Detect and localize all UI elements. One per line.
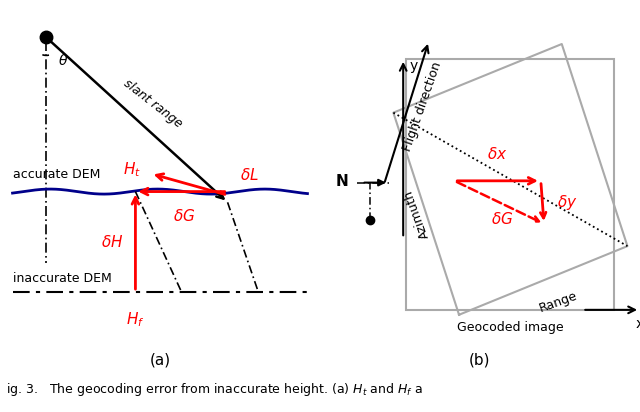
Text: $H_f$: $H_f$ <box>126 310 145 328</box>
Bar <box>406 59 614 310</box>
Text: $\delta G$: $\delta G$ <box>173 208 196 224</box>
Text: slant range: slant range <box>122 77 185 131</box>
Text: ig. 3.   The geocoding error from inaccurate height. (a) $H_t$ and $H_f$ a: ig. 3. The geocoding error from inaccura… <box>6 381 423 398</box>
Text: Azimuth: Azimuth <box>402 187 431 240</box>
Text: y: y <box>410 59 418 73</box>
Text: (a): (a) <box>149 352 171 367</box>
Text: $\delta G$: $\delta G$ <box>492 211 513 227</box>
Text: $\delta H$: $\delta H$ <box>100 234 123 250</box>
Text: $H_t$: $H_t$ <box>124 160 141 179</box>
Text: inaccurate DEM: inaccurate DEM <box>13 272 111 285</box>
Text: x: x <box>636 317 640 331</box>
Text: Range: Range <box>537 289 579 315</box>
Text: Geocoded image: Geocoded image <box>457 321 564 335</box>
Text: $\delta y$: $\delta y$ <box>557 193 577 212</box>
Text: $\theta$: $\theta$ <box>58 53 68 68</box>
Text: (b): (b) <box>469 352 491 367</box>
Text: $\mathbf{N}$: $\mathbf{N}$ <box>335 173 349 189</box>
Text: $\delta L$: $\delta L$ <box>240 166 259 183</box>
Text: accurate DEM: accurate DEM <box>13 168 100 181</box>
Text: $\delta x$: $\delta x$ <box>487 146 508 162</box>
Text: Flight direction: Flight direction <box>401 61 444 153</box>
